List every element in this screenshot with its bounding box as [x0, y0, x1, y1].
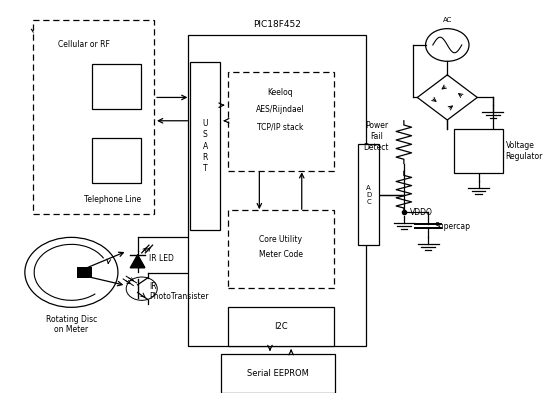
Text: AC: AC: [443, 17, 452, 23]
Bar: [359, 144, 379, 245]
Text: Telephone Line: Telephone Line: [84, 195, 141, 204]
Text: Meter Code: Meter Code: [258, 251, 303, 259]
Bar: [92, 64, 141, 109]
Bar: [190, 62, 221, 229]
Text: VDDO: VDDO: [410, 208, 433, 217]
Text: Voltage
Regulator: Voltage Regulator: [506, 141, 543, 161]
Text: Core Utility: Core Utility: [259, 235, 302, 244]
Text: AES/Rijndael: AES/Rijndael: [256, 105, 305, 114]
Bar: [92, 138, 141, 183]
Text: Power
Fail
Detect: Power Fail Detect: [364, 121, 389, 152]
Text: U
S
A
R
T: U S A R T: [202, 119, 208, 173]
Text: A
D
C: A D C: [366, 185, 371, 204]
Bar: [228, 307, 333, 346]
Text: PIC18F452: PIC18F452: [253, 20, 301, 29]
Text: Serial EEPROM: Serial EEPROM: [248, 369, 309, 378]
Bar: [188, 35, 366, 346]
Bar: [76, 266, 92, 278]
Text: IR
PhotoTransister: IR PhotoTransister: [149, 282, 208, 301]
Bar: [228, 210, 333, 288]
Text: TCP/IP stack: TCP/IP stack: [257, 123, 304, 132]
Text: Supercap: Supercap: [434, 222, 470, 231]
Text: Rotating Disc
on Meter: Rotating Disc on Meter: [46, 315, 97, 335]
Bar: [454, 129, 503, 173]
Bar: [221, 354, 335, 393]
Text: I2C: I2C: [274, 322, 287, 331]
Text: Keeloq: Keeloq: [268, 88, 293, 97]
Polygon shape: [130, 255, 145, 268]
Text: IR LED: IR LED: [149, 254, 174, 263]
Text: Cellular or RF: Cellular or RF: [58, 40, 111, 50]
Bar: [228, 72, 333, 171]
Bar: [32, 20, 154, 214]
